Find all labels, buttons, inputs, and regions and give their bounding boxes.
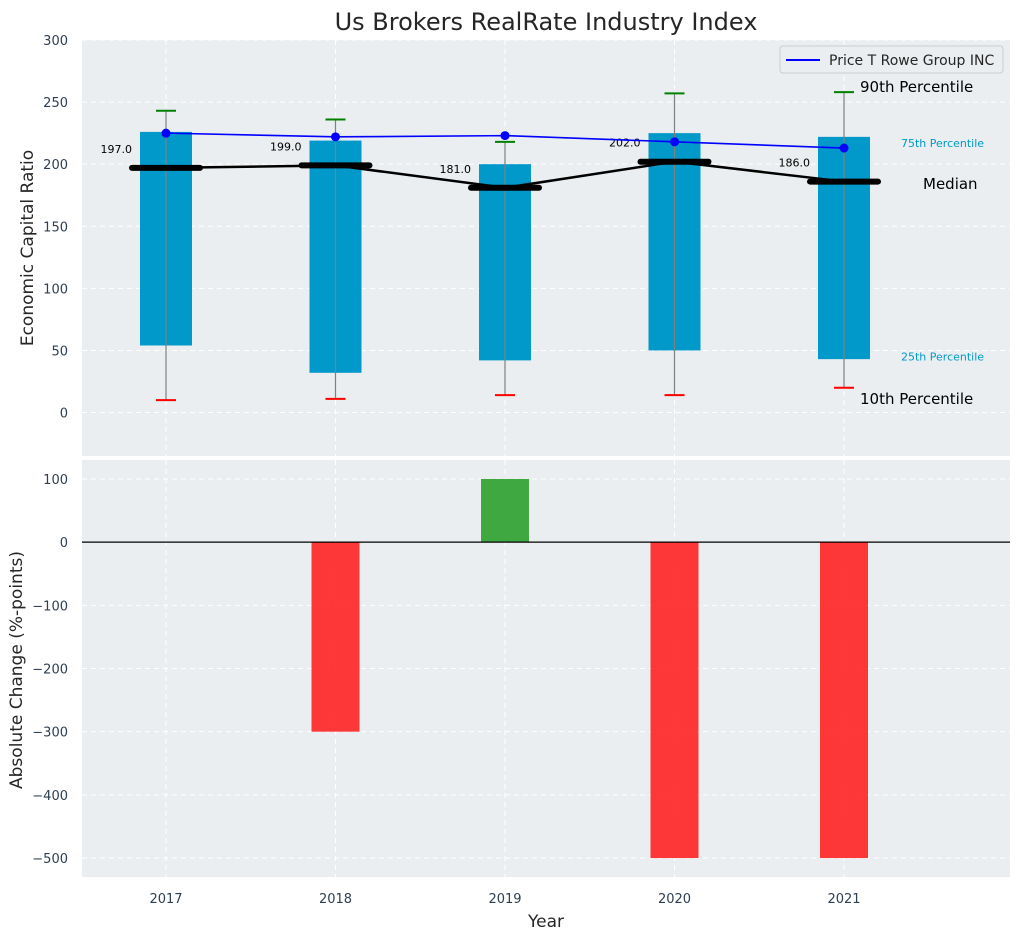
top-y-tick-label: 300: [43, 34, 68, 49]
x-tick-label: 2021: [827, 892, 860, 907]
company-point: [331, 132, 340, 142]
bottom-panel: 100 0 −100 −200 −300 −400 −500 2017 2018 2019 202…: [7, 460, 1010, 932]
legend: Price T Rowe Group INC: [779, 45, 1004, 74]
annotation-90th-percentile: 90th Percentile: [860, 78, 973, 96]
bottom-y-tick-label: −200: [32, 663, 68, 678]
top-y-axis-label: Economic Capital Ratio: [18, 150, 38, 346]
x-tick-label: 2019: [488, 892, 521, 907]
x-ticks: 2017 2018 2019 2020 2021: [149, 892, 860, 907]
bottom-y-tick-label: −300: [32, 726, 68, 741]
percentile-annotations: 90th Percentile 75th Percentile Median 25th…: [860, 78, 984, 408]
change-bars: [82, 478, 1010, 859]
legend-label-company: Price T Rowe Group INC: [829, 53, 994, 69]
chart-title: Us Brokers RealRate Industry Index: [335, 8, 758, 36]
median-value-label: 199.0: [270, 140, 302, 153]
change-bar: [481, 478, 529, 543]
bottom-y-tick-label: 100: [43, 473, 68, 488]
top-y-ticks: 0 50 100 150 200 250 300: [43, 34, 68, 422]
x-axis-label: Year: [527, 912, 564, 932]
bottom-y-tick-label: −500: [32, 852, 68, 867]
top-y-tick-label: 50: [51, 344, 68, 359]
top-panel: 197.0 199.0 181.0 202.0 186.0 0 50 100 150 200 25…: [18, 8, 1010, 456]
x-tick-label: 2017: [149, 892, 182, 907]
change-bar: [820, 542, 868, 859]
company-point: [500, 131, 510, 141]
change-bar: [311, 542, 360, 732]
median-value-label: 186.0: [779, 157, 811, 170]
x-tick-label: 2020: [658, 892, 691, 907]
median-value-label: 202.0: [609, 137, 641, 150]
bottom-y-axis-label: Absolute Change (%-points): [7, 551, 27, 789]
top-y-tick-label: 150: [43, 220, 68, 235]
top-y-tick-label: 200: [43, 158, 68, 173]
x-tick-label: 2018: [319, 892, 352, 907]
annotation-10th-percentile: 10th Percentile: [860, 390, 973, 408]
company-point: [839, 143, 849, 153]
company-point: [161, 128, 171, 138]
annotation-25th-percentile: 25th Percentile: [901, 350, 984, 363]
bottom-y-ticks: 100 0 −100 −200 −300 −400 −500: [32, 473, 68, 867]
annotation-median: Median: [923, 175, 978, 193]
top-y-tick-label: 100: [43, 282, 68, 297]
bottom-y-tick-label: 0: [60, 536, 68, 551]
bottom-y-tick-label: −100: [32, 599, 68, 614]
bottom-y-tick-label: −400: [32, 789, 68, 804]
change-bar: [650, 542, 699, 859]
top-whiskers: [156, 91, 854, 402]
median-series: 197.0 199.0 181.0 202.0 186.0: [101, 137, 881, 191]
top-y-tick-label: 0: [60, 407, 68, 422]
top-y-tick-label: 250: [43, 96, 68, 111]
median-value-label: 181.0: [440, 163, 472, 176]
legend-box: [779, 45, 1004, 74]
company-series: [161, 128, 849, 153]
annotation-75th-percentile: 75th Percentile: [901, 137, 984, 150]
median-value-label: 197.0: [101, 143, 133, 156]
company-point: [670, 137, 679, 147]
